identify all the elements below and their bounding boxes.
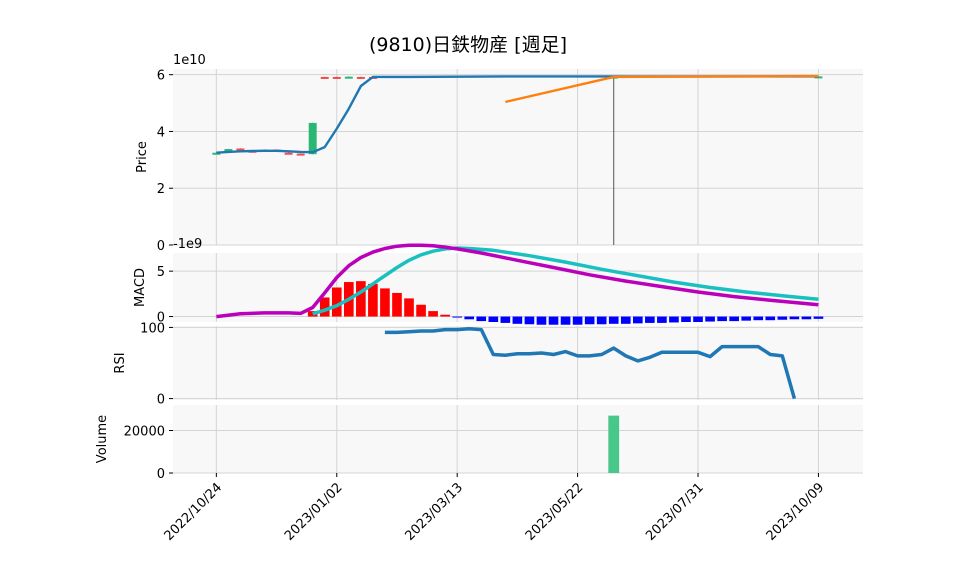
- macd-axis-label: MACD: [133, 268, 148, 307]
- candle-body: [356, 76, 365, 79]
- macd-histogram-bar: [753, 316, 764, 321]
- rsi-line: [384, 327, 797, 400]
- macd-histogram-bar: [452, 316, 463, 318]
- candle-body: [284, 152, 293, 155]
- macd-line: [216, 243, 819, 319]
- macd-histogram-bar: [741, 316, 752, 321]
- macd-histogram-bar: [548, 316, 559, 325]
- macd-histogram-bar: [777, 316, 788, 320]
- candle-body: [308, 122, 317, 155]
- x-tick-label: 2023/03/13: [402, 480, 466, 544]
- macd-histogram-bar: [620, 316, 631, 324]
- candle-body: [814, 76, 823, 79]
- macd-multiplier-label: -1e9: [173, 237, 202, 252]
- chart-title: (9810)日鉄物産 [週足]: [369, 34, 567, 56]
- x-tick-label: 2023/01/02: [282, 480, 346, 544]
- macd-histogram-bar: [705, 316, 715, 322]
- candle-body: [296, 153, 305, 156]
- rsi-ytick-label: 0: [157, 393, 165, 408]
- macd-histogram-bar: [488, 316, 499, 322]
- macd-histogram-bar: [633, 316, 643, 324]
- macd-histogram-bar: [524, 316, 535, 325]
- macd-histogram-bar: [380, 288, 390, 317]
- macd-histogram-bar: [789, 316, 800, 320]
- macd-histogram-bar: [416, 304, 426, 317]
- macd-histogram-bar: [645, 316, 655, 323]
- candle-body: [236, 148, 245, 151]
- macd-histogram-bar: [560, 316, 571, 325]
- price-axis-label: Price: [135, 141, 150, 173]
- macd-histogram-bar: [319, 297, 330, 317]
- price-panel: 0 2 4 6 Price 1e10: [135, 53, 863, 254]
- volume-panel-background: [173, 405, 863, 473]
- x-tick-label: 2023/10/09: [764, 480, 828, 544]
- candle-body: [344, 76, 353, 79]
- macd-histogram-bar: [765, 316, 776, 321]
- price-ytick-label: 4: [157, 125, 165, 140]
- price-multiplier-label: 1e10: [173, 53, 206, 68]
- volume-bar: [608, 415, 620, 473]
- price-panel-background: [173, 69, 863, 245]
- macd-histogram-bar: [307, 311, 318, 317]
- price-ytick-label: 0: [157, 239, 165, 254]
- price-ytick-label: 2: [157, 182, 165, 197]
- x-axis: 2022/10/24 2023/01/02 2023/03/13 2023/05/22…: [162, 473, 828, 544]
- macd-histogram-bar: [681, 316, 691, 322]
- rsi-panel: 0 100 RSI: [113, 321, 863, 408]
- macd-histogram-bar: [440, 314, 450, 317]
- macd-histogram-bar: [717, 316, 727, 322]
- x-tick-label: 2022/10/24: [162, 480, 226, 544]
- x-tick-label: 2023/05/22: [523, 480, 587, 544]
- macd-histogram-bar: [476, 316, 487, 322]
- macd-histogram-bar: [729, 316, 739, 322]
- rsi-panel-background: [173, 326, 863, 400]
- volume-ytick-label: 0: [157, 467, 165, 482]
- macd-histogram-bar: [596, 316, 607, 325]
- macd-histogram-bar: [608, 316, 619, 324]
- macd-histogram-bar: [572, 316, 583, 325]
- volume-axis-label: Volume: [95, 415, 110, 463]
- macd-histogram-bar: [512, 316, 523, 324]
- macd-panel-background: [173, 253, 863, 322]
- macd-histogram-bar: [584, 316, 595, 325]
- macd-histogram-bar: [331, 287, 342, 317]
- macd-histogram-bar: [428, 311, 438, 317]
- macd-histogram-bar: [368, 283, 378, 317]
- price-trend-line: [505, 74, 819, 104]
- x-tick-label: 2023/07/31: [643, 480, 707, 544]
- price-ytick-label: 6: [157, 69, 165, 84]
- macd-histogram-bar: [356, 281, 366, 317]
- candle-body: [332, 76, 341, 79]
- macd-histogram-bar: [813, 316, 824, 319]
- rsi-axis-label: RSI: [113, 352, 128, 373]
- candle-body: [320, 76, 329, 79]
- macd-histogram-bar: [500, 316, 511, 323]
- candle-body: [224, 149, 233, 152]
- macd-histogram-bar: [669, 316, 679, 323]
- macd-ytick-label: 0: [157, 311, 165, 326]
- macd-histogram-bar: [801, 316, 812, 320]
- macd-histogram-bar: [404, 298, 414, 317]
- macd-histogram-bar: [693, 316, 703, 322]
- rsi-ytick-label: 100: [140, 321, 165, 336]
- volume-ytick-label: 20000: [124, 425, 165, 440]
- macd-panel: 0 5 MACD -1e9: [133, 237, 863, 326]
- macd-histogram-bar: [464, 316, 475, 320]
- macd-ytick-label: 5: [157, 265, 165, 280]
- macd-histogram-bar: [657, 316, 667, 323]
- candle-body: [212, 152, 221, 155]
- volume-panel: 0 20000 Volume: [95, 405, 863, 482]
- macd-histogram-bar: [392, 292, 402, 317]
- macd-histogram-bar: [536, 316, 547, 325]
